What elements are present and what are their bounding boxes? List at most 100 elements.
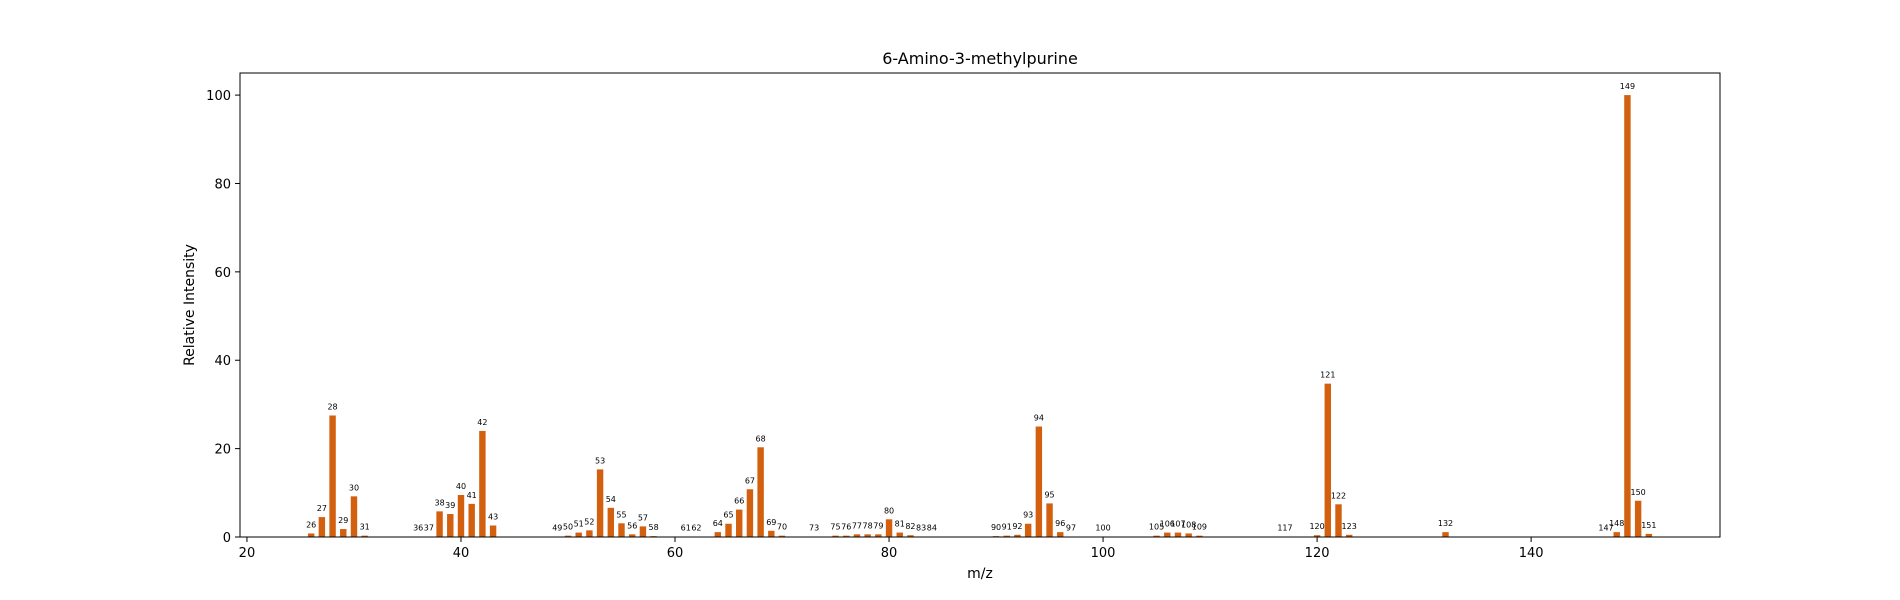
peak-label-64: 64 <box>713 519 723 528</box>
peak-label-51: 51 <box>574 520 584 529</box>
bar-mz-121 <box>1324 383 1331 537</box>
bar-mz-66 <box>736 509 743 537</box>
bar-mz-151 <box>1645 533 1653 537</box>
bar-mz-42 <box>479 430 486 537</box>
peak-label-117: 117 <box>1277 524 1292 533</box>
peak-label-62: 62 <box>691 524 701 533</box>
peak-label-57: 57 <box>638 513 648 522</box>
peak-label-67: 67 <box>745 476 755 485</box>
bar-mz-57 <box>639 526 647 537</box>
peak-label-56: 56 <box>627 521 637 530</box>
bar-mz-31 <box>361 535 368 537</box>
bar-mz-75 <box>832 535 839 537</box>
chart-title: 6-Amino-3-methylpurine <box>882 49 1078 68</box>
peak-label-36: 36 <box>413 524 423 533</box>
peak-label-100: 100 <box>1095 524 1110 533</box>
peak-label-75: 75 <box>830 523 840 532</box>
bar-mz-29 <box>340 529 347 537</box>
peak-label-92: 92 <box>1012 522 1022 531</box>
bar-mz-53 <box>596 469 604 537</box>
peak-label-43: 43 <box>488 513 498 522</box>
peak-label-37: 37 <box>424 524 434 533</box>
peak-label-73: 73 <box>809 524 819 533</box>
bar-mz-68 <box>757 447 764 537</box>
bar-mz-78 <box>864 534 871 537</box>
peak-label-123: 123 <box>1342 522 1357 531</box>
bar-mz-109 <box>1196 535 1203 537</box>
peak-label-106: 106 <box>1160 520 1175 529</box>
peak-label-107: 107 <box>1170 520 1185 529</box>
x-axis-label: m/z <box>967 566 993 582</box>
peak-label-94: 94 <box>1034 414 1044 423</box>
peak-label-81: 81 <box>895 520 905 529</box>
peak-label-70: 70 <box>777 523 787 532</box>
peak-label-84: 84 <box>927 524 937 533</box>
bar-mz-80 <box>885 519 893 537</box>
x-tick-label: 120 <box>1305 546 1330 561</box>
peak-label-97: 97 <box>1066 524 1076 533</box>
bar-mz-76 <box>843 535 850 537</box>
peak-label-31: 31 <box>360 523 370 532</box>
peak-label-53: 53 <box>595 456 605 465</box>
bar-mz-106 <box>1164 532 1171 537</box>
bar-mz-64 <box>714 532 722 537</box>
y-tick-label: 0 <box>223 531 231 546</box>
bar-mz-52 <box>586 530 593 537</box>
bar-mz-43 <box>489 525 497 537</box>
peak-label-52: 52 <box>584 517 594 526</box>
peak-label-105: 105 <box>1149 523 1164 532</box>
peak-label-77: 77 <box>852 521 862 530</box>
bar-mz-69 <box>768 530 775 537</box>
bar-mz-38 <box>436 511 443 537</box>
peak-label-132: 132 <box>1438 519 1453 528</box>
peak-label-68: 68 <box>756 434 766 443</box>
peak-label-41: 41 <box>467 491 477 500</box>
bar-mz-40 <box>457 495 465 537</box>
peak-label-66: 66 <box>734 497 744 506</box>
bar-mz-120 <box>1313 535 1321 537</box>
bar-mz-107 <box>1174 532 1182 537</box>
bar-mz-122 <box>1335 504 1342 537</box>
peak-label-78: 78 <box>863 521 873 530</box>
bar-mz-65 <box>725 523 732 537</box>
peak-label-38: 38 <box>434 498 444 507</box>
y-tick-label: 100 <box>206 89 231 104</box>
bar-mz-149 <box>1624 95 1631 537</box>
peak-label-50: 50 <box>563 523 573 532</box>
bar-mz-56 <box>628 534 636 537</box>
plot-frame <box>239 72 1721 538</box>
peak-label-40: 40 <box>456 482 466 491</box>
x-tick-label: 80 <box>881 546 898 561</box>
bar-mz-54 <box>607 507 615 537</box>
peak-label-150: 150 <box>1630 488 1645 497</box>
bar-mz-105 <box>1153 535 1160 537</box>
peak-label-29: 29 <box>338 516 348 525</box>
peak-label-61: 61 <box>681 524 691 533</box>
bar-mz-92 <box>1014 534 1021 537</box>
peak-label-93: 93 <box>1023 511 1033 520</box>
bar-mz-28 <box>329 415 336 537</box>
bar-mz-132 <box>1442 532 1449 537</box>
peak-label-147: 147 <box>1598 524 1613 533</box>
bar-mz-26 <box>307 533 315 537</box>
bar-mz-70 <box>778 535 786 537</box>
x-tick-label: 100 <box>1091 546 1116 561</box>
y-tick-label: 20 <box>214 443 231 458</box>
bar-mz-96 <box>1057 532 1064 537</box>
bar-mz-30 <box>350 496 358 537</box>
x-tick-label: 60 <box>667 546 684 561</box>
peak-label-58: 58 <box>649 523 659 532</box>
bar-mz-79 <box>875 534 882 537</box>
bar-mz-148 <box>1613 532 1620 537</box>
peak-label-27: 27 <box>317 504 327 513</box>
peak-label-83: 83 <box>916 524 926 533</box>
x-tick-label: 140 <box>1519 546 1544 561</box>
bar-mz-39 <box>447 514 454 537</box>
bar-mz-123 <box>1345 534 1353 537</box>
peak-label-69: 69 <box>766 518 776 527</box>
peak-label-39: 39 <box>445 501 455 510</box>
y-tick-label: 80 <box>214 177 231 192</box>
bar-mz-108 <box>1185 533 1192 537</box>
